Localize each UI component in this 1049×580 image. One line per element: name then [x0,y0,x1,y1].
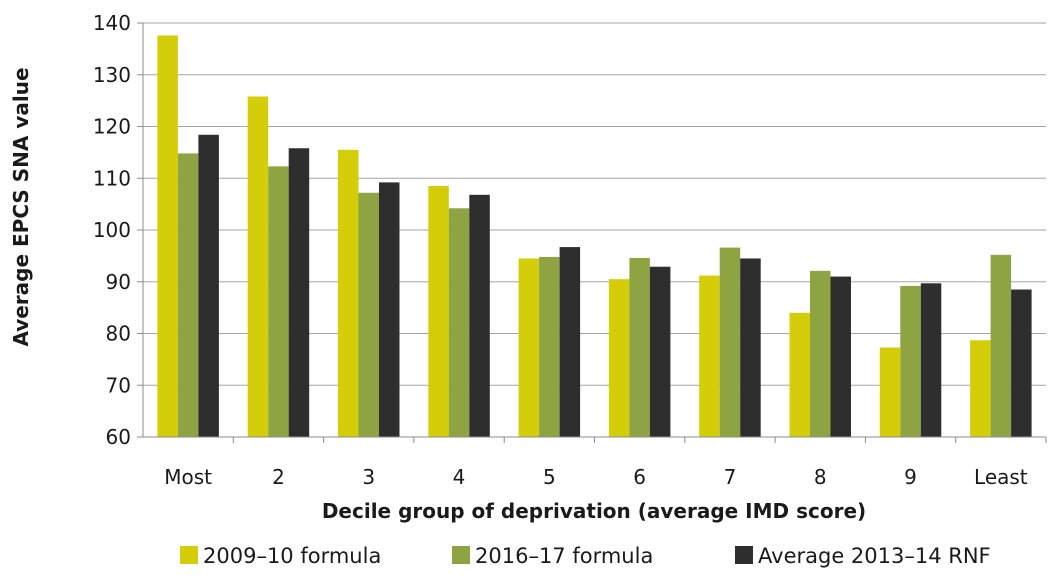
bar [247,96,269,438]
bar [740,258,761,437]
bar [198,134,219,437]
y-tick-labels: 60 70 80 90 100 110 120 130 140 [93,11,131,449]
x-tick-label: Most [164,465,212,489]
y-tick-label: 60 [106,425,131,449]
bars [157,35,1032,438]
x-tick-label: 4 [453,465,466,489]
x-tick-label: 2 [272,465,285,489]
y-tick-label: 80 [106,322,131,346]
bar [920,283,942,437]
bar [1011,289,1032,437]
y-tick-label: 130 [93,63,131,87]
y-axis-title: Average EPCS SNA value [9,67,33,346]
bar [629,257,650,437]
legend-swatch [735,546,753,564]
bar [338,149,359,437]
bar [518,258,540,437]
bar [469,194,490,437]
bar [358,192,379,437]
bar [559,247,581,437]
bar [830,276,851,437]
bar [649,266,671,437]
y-tick-label: 70 [106,373,131,397]
bar [879,347,901,437]
x-tick-label: 8 [814,465,827,489]
bar [288,148,310,438]
bar [719,247,741,437]
bar [900,285,921,437]
bar [177,153,199,437]
legend-label: 2009–10 formula [203,544,381,568]
bar [157,35,178,438]
y-tick-label: 110 [93,166,131,190]
x-tick-label: 6 [633,465,646,489]
bar [970,340,991,437]
y-tick-label: 100 [93,218,131,242]
legend-label: Average 2013–14 RNF [758,544,991,568]
bar [810,270,831,437]
bar [789,312,810,437]
bar [448,208,470,437]
y-tick-label: 90 [106,270,131,294]
bar [990,254,1012,437]
x-tick-label: 3 [362,465,375,489]
x-axis-title: Decile group of deprivation (average IMD… [322,499,866,523]
legend-swatch [452,546,470,564]
bar [699,275,720,437]
bar [428,186,449,437]
bar [539,256,560,437]
x-tick-label: 7 [724,465,737,489]
axes [137,22,1047,443]
y-tick-label: 140 [93,11,131,35]
bar [608,279,630,437]
bar [268,166,289,437]
bar [379,182,400,437]
x-tick-label: 9 [904,465,917,489]
legend: 2009–10 formula 2016–17 formula Average 20… [180,544,991,568]
legend-swatch [180,546,198,564]
x-tick-labels: Most 2 3 4 5 6 7 8 9 Least [164,465,1028,489]
y-tick-label: 120 [93,115,131,139]
legend-label: 2016–17 formula [475,544,653,568]
x-tick-label: 5 [543,465,556,489]
x-tick-label: Least [974,465,1028,489]
